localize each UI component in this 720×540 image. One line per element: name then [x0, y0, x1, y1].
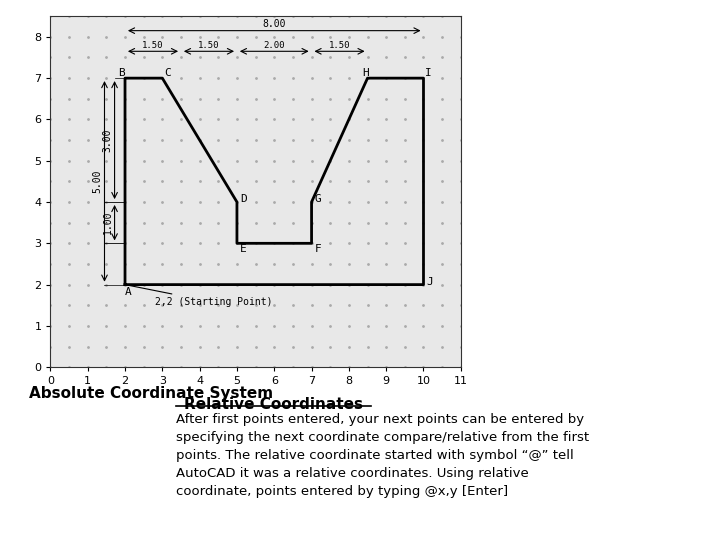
Text: 1.50: 1.50	[329, 40, 351, 50]
Text: I: I	[426, 68, 432, 78]
Text: 1.50: 1.50	[143, 40, 163, 50]
Text: 2,2 (Starting Point): 2,2 (Starting Point)	[127, 285, 272, 307]
Text: 5.00: 5.00	[93, 170, 103, 193]
Text: G: G	[315, 194, 321, 204]
Text: 1.00: 1.00	[103, 211, 113, 234]
Text: Relative Coordinates: Relative Coordinates	[184, 397, 363, 412]
Text: F: F	[315, 245, 321, 254]
Text: After first points entered, your next points can be entered by
specifying the ne: After first points entered, your next po…	[176, 413, 590, 498]
Text: H: H	[362, 68, 369, 78]
Text: E: E	[240, 245, 247, 254]
Text: 3.00: 3.00	[103, 129, 113, 152]
Text: J: J	[426, 276, 433, 287]
Text: A: A	[125, 287, 132, 297]
Text: D: D	[240, 194, 247, 204]
Text: 2.00: 2.00	[264, 40, 285, 50]
Text: Absolute Coordinate System: Absolute Coordinate System	[29, 386, 273, 401]
Text: B: B	[118, 68, 125, 78]
Text: 1.50: 1.50	[198, 40, 220, 50]
Text: C: C	[164, 68, 171, 78]
Text: 8.00: 8.00	[263, 19, 286, 29]
